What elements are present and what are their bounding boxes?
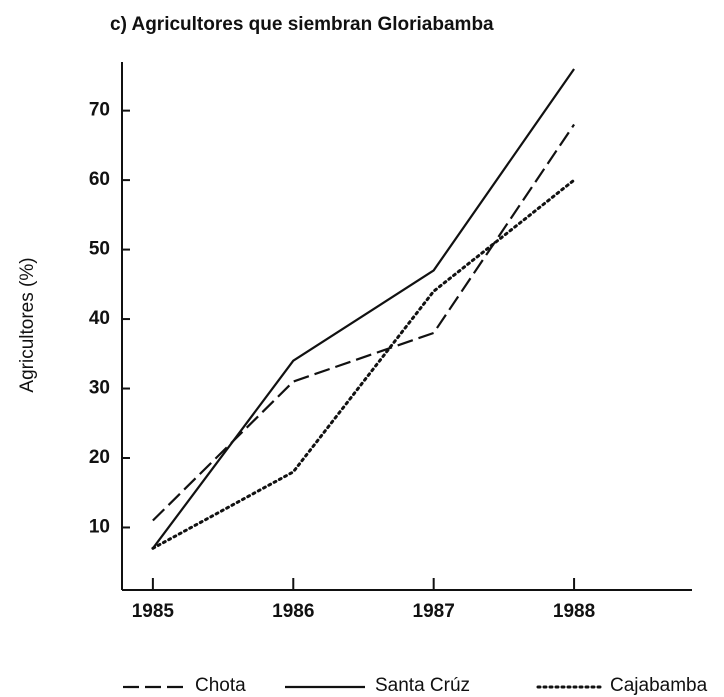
- y-tick-label: 70: [89, 100, 110, 121]
- series-line: [152, 123, 575, 522]
- x-tick-label: 1986: [272, 601, 314, 622]
- series-line: [152, 68, 575, 549]
- y-tick-label: 60: [89, 169, 110, 190]
- y-tick-label: 20: [89, 447, 110, 468]
- legend-label: Santa Crúz: [375, 675, 470, 696]
- x-tick-label: 1988: [553, 601, 595, 622]
- y-axis-label: Agricultores (%): [17, 257, 38, 392]
- x-tick-label: 1985: [132, 601, 175, 622]
- y-tick-label: 30: [89, 378, 110, 399]
- x-tick-label: 1987: [413, 601, 455, 622]
- chart-title: c) Agricultores que siembran Gloriabamba: [110, 14, 494, 35]
- y-tick-label: 40: [89, 308, 110, 329]
- series-line: [151, 178, 576, 550]
- legend-label: Cajabamba: [610, 675, 708, 696]
- y-tick-label: 50: [89, 239, 110, 260]
- legend-label: Chota: [195, 675, 246, 696]
- y-tick-label: 10: [89, 516, 110, 537]
